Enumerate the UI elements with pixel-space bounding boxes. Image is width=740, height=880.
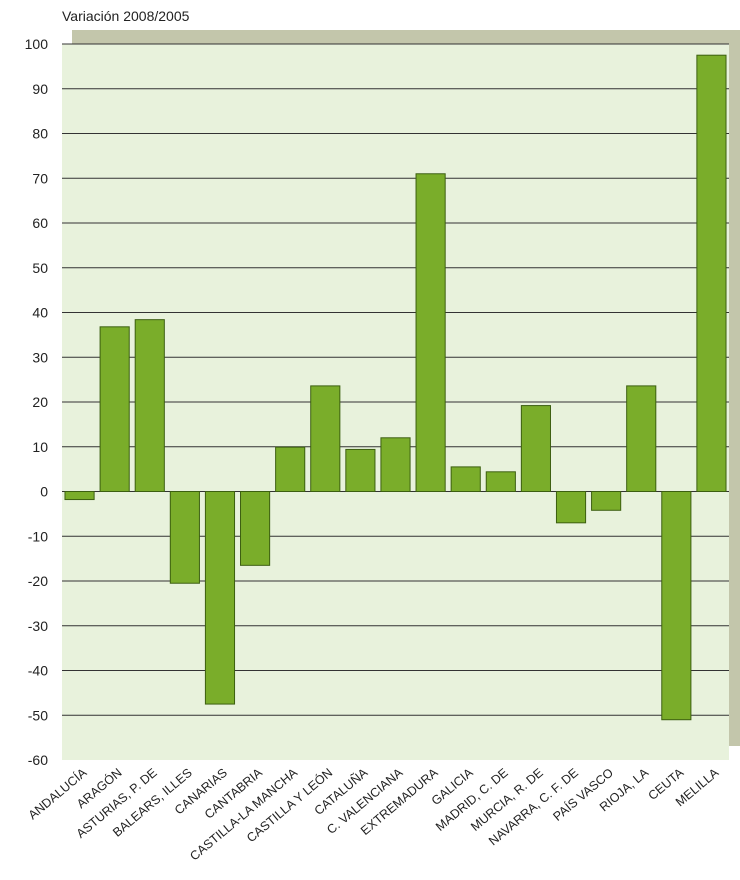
y-tick-label: 90 [32,81,48,97]
y-tick-label: -10 [28,528,48,544]
y-tick-label: 60 [32,215,48,231]
bar [415,173,446,492]
y-tick-label: 0 [40,484,48,500]
bar [696,54,727,492]
y-tick-label: 80 [32,126,48,142]
x-tick-label: PAÍS VASCO [550,765,616,824]
x-tick-label: ANDALUCÍA [25,764,90,822]
bar [169,491,200,584]
bar [591,491,622,511]
bar [555,491,587,524]
bar [204,491,236,705]
bars [64,54,727,721]
y-tick-label: 40 [32,305,48,321]
y-tick-label: -60 [28,752,48,768]
y-tick-label: -50 [28,707,48,723]
y-tick-label: 10 [32,439,48,455]
y-tick-label: -20 [28,573,48,589]
bar [380,437,411,492]
y-tick-label: -40 [28,663,48,679]
bar [626,385,657,493]
bar [345,448,376,492]
y-tick-labels: -60 -50 -40 -30 -20 -10 0 10 20 30 40 50 60 70 80 90 100 [25,36,49,768]
y-axis-title: Variación 2008/2005 [62,8,190,24]
bar [310,385,341,493]
bar [661,491,692,721]
bar [520,405,551,492]
bar [64,491,95,501]
y-tick-label: 20 [32,394,48,410]
bar [485,471,516,492]
y-tick-label: 70 [32,170,48,186]
y-tick-label: 100 [25,36,49,52]
bar [134,319,165,492]
bar [240,491,271,566]
bar [275,446,306,493]
bar [99,326,130,492]
y-tick-label: 30 [32,349,48,365]
bar [450,466,481,493]
y-tick-label: 50 [32,260,48,276]
y-tick-label: -30 [28,618,48,634]
